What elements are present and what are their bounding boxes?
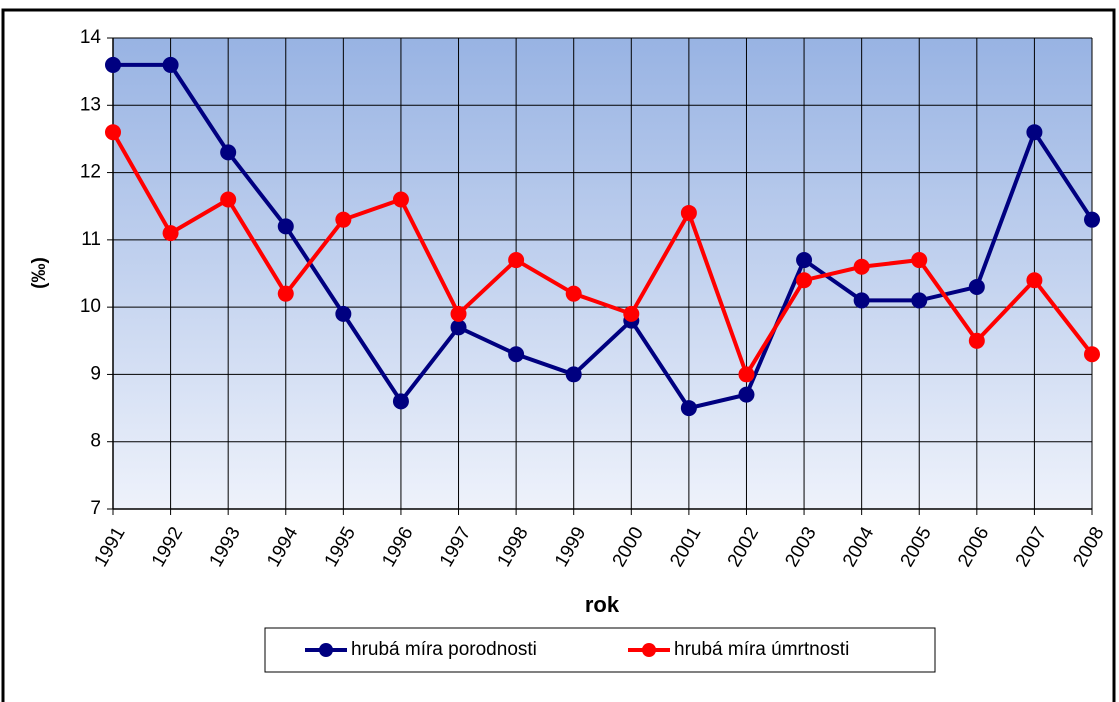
x-tick-label: 2002 bbox=[724, 524, 763, 571]
x-tick-label: 2001 bbox=[666, 524, 705, 571]
data-point bbox=[220, 191, 237, 208]
legend-marker bbox=[319, 643, 333, 657]
y-tick-label: 13 bbox=[80, 94, 101, 115]
data-point bbox=[853, 258, 870, 275]
x-tick-label: 1998 bbox=[493, 524, 532, 571]
data-point bbox=[105, 124, 121, 141]
data-point bbox=[738, 386, 755, 403]
y-axis-label: (‰) bbox=[29, 257, 50, 289]
data-point bbox=[277, 218, 294, 235]
data-point bbox=[277, 285, 294, 302]
data-point bbox=[623, 305, 640, 322]
data-point bbox=[968, 278, 985, 295]
y-tick-label: 9 bbox=[90, 363, 101, 384]
data-point bbox=[796, 252, 813, 269]
data-point bbox=[392, 393, 409, 410]
data-point bbox=[105, 56, 121, 73]
x-tick-label: 1995 bbox=[321, 524, 360, 571]
data-point bbox=[738, 366, 755, 383]
data-point bbox=[162, 225, 179, 242]
data-point bbox=[335, 305, 352, 322]
y-tick-label: 12 bbox=[80, 162, 101, 183]
data-point bbox=[680, 400, 697, 417]
x-tick-label: 1991 bbox=[90, 524, 129, 571]
data-point bbox=[1026, 124, 1043, 141]
x-tick-label: 2008 bbox=[1069, 524, 1108, 571]
x-tick-label: 2005 bbox=[897, 524, 936, 571]
data-point bbox=[911, 292, 928, 309]
y-tick-label: 14 bbox=[80, 27, 102, 48]
x-tick-label: 1993 bbox=[206, 524, 245, 571]
data-point bbox=[911, 252, 928, 269]
x-tick-label: 2003 bbox=[781, 524, 820, 571]
data-point bbox=[680, 204, 697, 221]
data-point bbox=[450, 319, 467, 336]
data-point bbox=[220, 144, 237, 161]
data-point bbox=[162, 56, 179, 73]
data-point bbox=[968, 332, 985, 349]
x-tick-label: 1999 bbox=[551, 524, 590, 571]
data-point bbox=[335, 211, 352, 228]
data-point bbox=[392, 191, 409, 208]
x-tick-label: 2007 bbox=[1012, 524, 1051, 571]
y-tick-label: 7 bbox=[90, 498, 101, 519]
data-point bbox=[565, 366, 582, 383]
x-tick-label: 1996 bbox=[378, 524, 417, 571]
series-line bbox=[111, 131, 1094, 380]
series-line bbox=[113, 62, 1094, 411]
y-tick-label: 8 bbox=[90, 431, 101, 452]
data-point bbox=[1026, 272, 1043, 289]
plot-area bbox=[113, 38, 1092, 509]
data-point bbox=[1084, 211, 1100, 228]
x-tick-label: 1994 bbox=[263, 523, 303, 570]
legend bbox=[264, 627, 936, 673]
data-point bbox=[853, 292, 870, 309]
data-point bbox=[1084, 346, 1100, 363]
x-tick-label: 2000 bbox=[609, 524, 648, 571]
data-point bbox=[508, 346, 525, 363]
y-tick-label: 11 bbox=[81, 229, 101, 250]
x-tick-label: 2004 bbox=[839, 523, 879, 570]
frame bbox=[1, 8, 1116, 702]
x-axis-label: rok bbox=[585, 592, 620, 617]
x-tick-label: 1997 bbox=[436, 524, 475, 571]
x-tick-label: 1992 bbox=[148, 524, 187, 571]
data-point bbox=[508, 252, 525, 269]
data-point bbox=[450, 305, 467, 322]
x-tick-label: 2006 bbox=[954, 524, 993, 571]
legend-label: hrubá míra úmrtnosti bbox=[674, 639, 849, 660]
y-tick-label: 10 bbox=[80, 296, 101, 317]
legend-label: hrubá míra porodnosti bbox=[351, 639, 537, 660]
data-point bbox=[796, 272, 813, 289]
legend-marker bbox=[642, 643, 656, 657]
data-point bbox=[565, 285, 582, 302]
